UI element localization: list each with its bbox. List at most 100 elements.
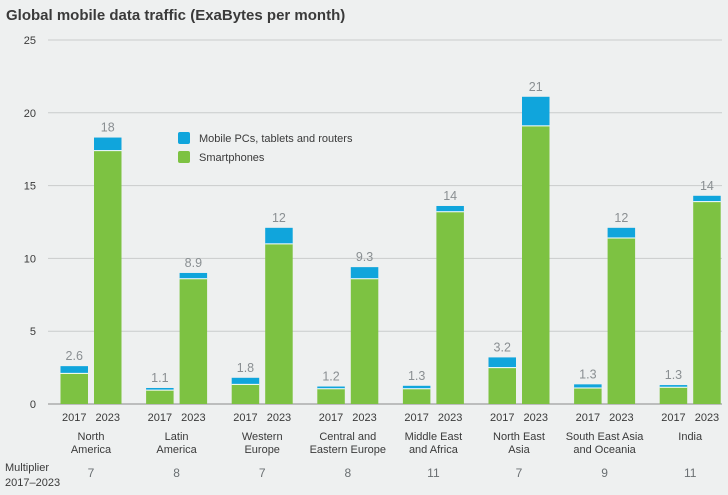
y-tick-label: 15 bbox=[24, 181, 36, 193]
bar-total-label: 14 bbox=[443, 189, 457, 203]
region-label: Asia bbox=[508, 444, 530, 456]
chart-title: Global mobile data traffic (ExaBytes per… bbox=[6, 7, 345, 24]
y-tick-label: 10 bbox=[24, 253, 36, 265]
bar-other-devices bbox=[265, 227, 293, 244]
bar-other-devices bbox=[317, 386, 345, 389]
bar-smartphones bbox=[488, 367, 516, 404]
bar-smartphones bbox=[607, 238, 636, 404]
bar-smartphones bbox=[350, 278, 379, 404]
y-axis-ticks: 0 5 10 15 20 25 bbox=[24, 35, 36, 411]
year-label: 2023 bbox=[352, 412, 376, 424]
region-label: India bbox=[678, 431, 703, 443]
bar-smartphones bbox=[265, 243, 293, 404]
bar-smartphones bbox=[317, 388, 345, 404]
region-label: Latin bbox=[165, 431, 189, 443]
region-label: and Africa bbox=[409, 444, 459, 456]
legend-label-smartphones: Smartphones bbox=[199, 152, 265, 164]
bar-total-label: 12 bbox=[272, 211, 286, 225]
multiplier-value: 11 bbox=[684, 466, 697, 480]
multiplier-value: 7 bbox=[516, 466, 523, 480]
bar-total-label: 8.9 bbox=[185, 256, 202, 270]
year-label: 2023 bbox=[181, 412, 205, 424]
multiplier-value: 9 bbox=[601, 466, 608, 480]
multiplier-label-line1: Multiplier bbox=[5, 462, 49, 474]
region-label: Central and bbox=[319, 431, 376, 443]
bar-smartphones bbox=[146, 390, 174, 404]
bar-other-devices bbox=[574, 384, 602, 388]
bar-total-label: 1.2 bbox=[322, 370, 339, 384]
region-label: and Oceania bbox=[573, 444, 636, 456]
bar-total-label: 1.3 bbox=[579, 367, 596, 381]
bar-smartphones bbox=[436, 211, 464, 404]
bar-other-devices bbox=[693, 195, 721, 202]
year-label: 2017 bbox=[62, 412, 86, 424]
region-label: America bbox=[71, 444, 112, 456]
year-label: 2023 bbox=[267, 412, 291, 424]
bar-smartphones bbox=[179, 278, 208, 404]
region-label: Europe bbox=[244, 444, 279, 456]
multiplier-value: 7 bbox=[88, 466, 95, 480]
bar-other-devices bbox=[179, 272, 208, 279]
year-label: 2017 bbox=[233, 412, 257, 424]
bar-total-label: 12 bbox=[614, 211, 628, 225]
region-label: Eastern Europe bbox=[310, 444, 386, 456]
bar-smartphones bbox=[522, 125, 550, 405]
year-label: 2017 bbox=[404, 412, 428, 424]
y-tick-label: 5 bbox=[30, 326, 36, 338]
bar-smartphones bbox=[659, 387, 688, 404]
region-label: America bbox=[156, 444, 197, 456]
region-label: North bbox=[78, 431, 105, 443]
year-label: 2023 bbox=[695, 412, 719, 424]
y-tick-label: 0 bbox=[30, 399, 36, 411]
bar-other-devices bbox=[350, 267, 379, 279]
y-tick-label: 20 bbox=[24, 108, 36, 120]
multiplier-value: 8 bbox=[344, 466, 351, 480]
bar-other-devices bbox=[402, 385, 431, 389]
legend: Mobile PCs, tablets and routers Smartpho… bbox=[178, 132, 353, 164]
bar-other-devices bbox=[659, 385, 688, 388]
year-label: 2017 bbox=[490, 412, 514, 424]
year-label: 2017 bbox=[319, 412, 343, 424]
region-label: Western bbox=[242, 431, 283, 443]
region-label: Middle East bbox=[405, 431, 462, 443]
bar-smartphones bbox=[94, 150, 122, 404]
bar-smartphones bbox=[574, 387, 602, 404]
multiplier-value: 8 bbox=[173, 466, 180, 480]
bars bbox=[60, 96, 721, 405]
year-label: 2023 bbox=[609, 412, 633, 424]
bar-other-devices bbox=[522, 96, 550, 126]
multiplier-label-line2: 2017–2023 bbox=[5, 477, 60, 489]
year-label: 2017 bbox=[661, 412, 685, 424]
bar-total-label: 1.3 bbox=[665, 368, 682, 382]
bar-total-label: 1.1 bbox=[151, 371, 168, 385]
bar-other-devices bbox=[231, 377, 260, 385]
labels: 2.62017182023NorthAmerica71.120178.92023… bbox=[62, 80, 719, 480]
bar-total-label: 2.6 bbox=[66, 349, 83, 363]
y-tick-label: 25 bbox=[24, 35, 36, 47]
bar-total-label: 21 bbox=[529, 80, 543, 94]
year-label: 2017 bbox=[148, 412, 172, 424]
bar-total-label: 14 bbox=[700, 179, 714, 193]
multiplier-value: 7 bbox=[259, 466, 266, 480]
legend-swatch-other bbox=[178, 132, 190, 144]
bar-other-devices bbox=[60, 366, 88, 374]
multiplier-value: 11 bbox=[427, 466, 440, 480]
bar-smartphones bbox=[60, 373, 88, 404]
bar-total-label: 1.3 bbox=[408, 369, 425, 383]
bar-other-devices bbox=[436, 205, 464, 212]
bar-other-devices bbox=[607, 227, 636, 239]
bar-smartphones bbox=[693, 201, 721, 404]
bar-total-label: 9.3 bbox=[356, 250, 373, 264]
legend-swatch-smartphones bbox=[178, 151, 190, 163]
year-label: 2017 bbox=[576, 412, 600, 424]
year-label: 2023 bbox=[96, 412, 120, 424]
bar-total-label: 1.8 bbox=[237, 361, 254, 375]
bar-total-label: 3.2 bbox=[494, 340, 511, 354]
year-label: 2023 bbox=[524, 412, 548, 424]
region-label: North East bbox=[493, 431, 545, 443]
bar-smartphones bbox=[402, 388, 431, 404]
bar-other-devices bbox=[146, 387, 174, 391]
bar-other-devices bbox=[94, 137, 122, 151]
bar-smartphones bbox=[231, 384, 260, 404]
